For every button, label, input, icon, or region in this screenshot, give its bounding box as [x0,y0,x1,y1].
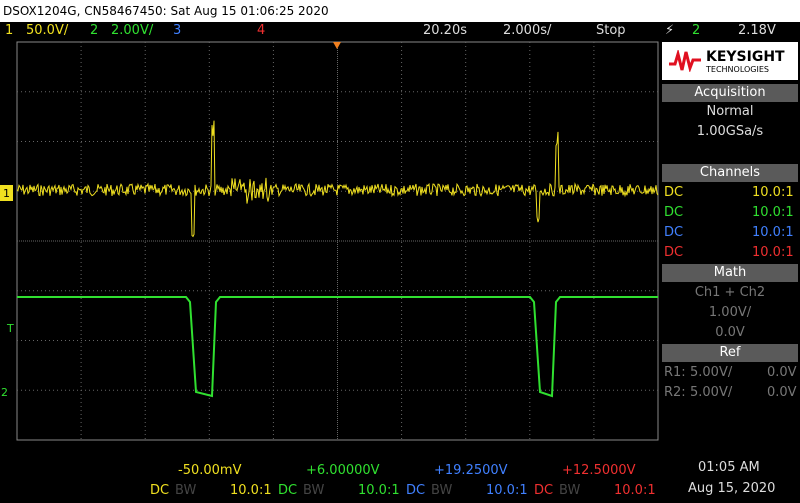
trigger-icon: ⚡ [665,23,675,38]
ch1-marker-label: 1 [3,187,10,200]
ch2-trace [17,296,658,398]
ch-coupling: DC [150,483,170,498]
ch-number: 1 [5,23,14,38]
trigger-level: 2.18V [738,23,776,38]
time-scale: 2.000s/ [503,23,552,38]
acq-mode: Normal [706,104,754,119]
title-bar: DSOX1204G, CN58467450: Sat Aug 15 01:06:… [0,0,800,22]
ch-number: 2 [90,23,99,38]
ch-offset: -50.00mV [178,463,242,478]
ch-offset: +6.00000V [306,463,380,478]
ref-scale: 5.00V/ [690,365,733,380]
ch-coupling: DC [664,225,684,240]
ch-probe: 10.0:1 [752,245,794,260]
run-state: Stop [596,23,626,38]
ch-bw: BW [431,483,453,498]
acq-rate: 1.00GSa/s [696,124,764,139]
ch-coupling: DC [534,483,554,498]
grid [17,42,658,440]
brand-logo [669,50,701,72]
ch-offset: +12.5000V [562,463,636,478]
section-header: Channels [662,164,798,182]
section-header: Ref [662,344,798,362]
ch-bw: BW [175,483,197,498]
ch-number: 3 [173,23,182,38]
trigger-channel: 2 [692,23,701,38]
brand-box: KEYSIGHT TECHNOLOGIES [662,42,798,80]
ref-scale: 5.00V/ [690,385,733,400]
ch1-marker [0,185,13,201]
section-header: Acquisition [662,84,798,102]
graticule: 1 T 2 [0,41,659,441]
status-bar: 1 50.0V/ 2 2.00V/ 3 4 20.20s 2.000s/ Sto… [0,22,800,40]
section-header: Math [662,264,798,282]
time-delay: 20.20s [423,23,467,38]
ch2-marker: 2 [1,386,8,399]
ch-bw: BW [303,483,325,498]
ch-scale: 50.0V/ [26,23,69,38]
ch-offset: +19.2500V [434,463,508,478]
brand: KEYSIGHT [706,49,785,65]
ch-probe: 10.0:1 [752,225,794,240]
math-scale: 1.00V/ [708,305,752,320]
ref-offset: 0.0V [767,365,797,380]
ch-probe: 10.0:1 [230,483,272,498]
ch-probe: 10.0:1 [752,185,794,200]
ch-probe: 10.0:1 [614,483,656,498]
brand-sub: TECHNOLOGIES [706,65,769,74]
ch-coupling: DC [664,185,684,200]
ch-probe: 10.0:1 [486,483,528,498]
ch-coupling: DC [664,205,684,220]
ch-probe: 10.0:1 [752,205,794,220]
ch-number: 4 [257,23,266,38]
trigger-position [333,42,341,49]
ch-bw: BW [559,483,581,498]
trigger-marker: T [6,322,14,335]
ref-label: R1: [664,365,686,380]
math-function: Ch1 + Ch2 [694,285,766,300]
ch-probe: 10.0:1 [358,483,400,498]
math-offset: 0.0V [715,325,745,340]
ch-coupling: DC [406,483,426,498]
ch-coupling: DC [278,483,298,498]
ref-offset: 0.0V [767,385,797,400]
clock-date: Aug 15, 2020 [688,481,776,496]
ch-coupling: DC [664,245,684,260]
ch-scale: 2.00V/ [111,23,154,38]
ref-label: R2: [664,385,686,400]
ch1-trace [16,120,659,238]
clock-time: 01:05 AM [698,460,760,475]
